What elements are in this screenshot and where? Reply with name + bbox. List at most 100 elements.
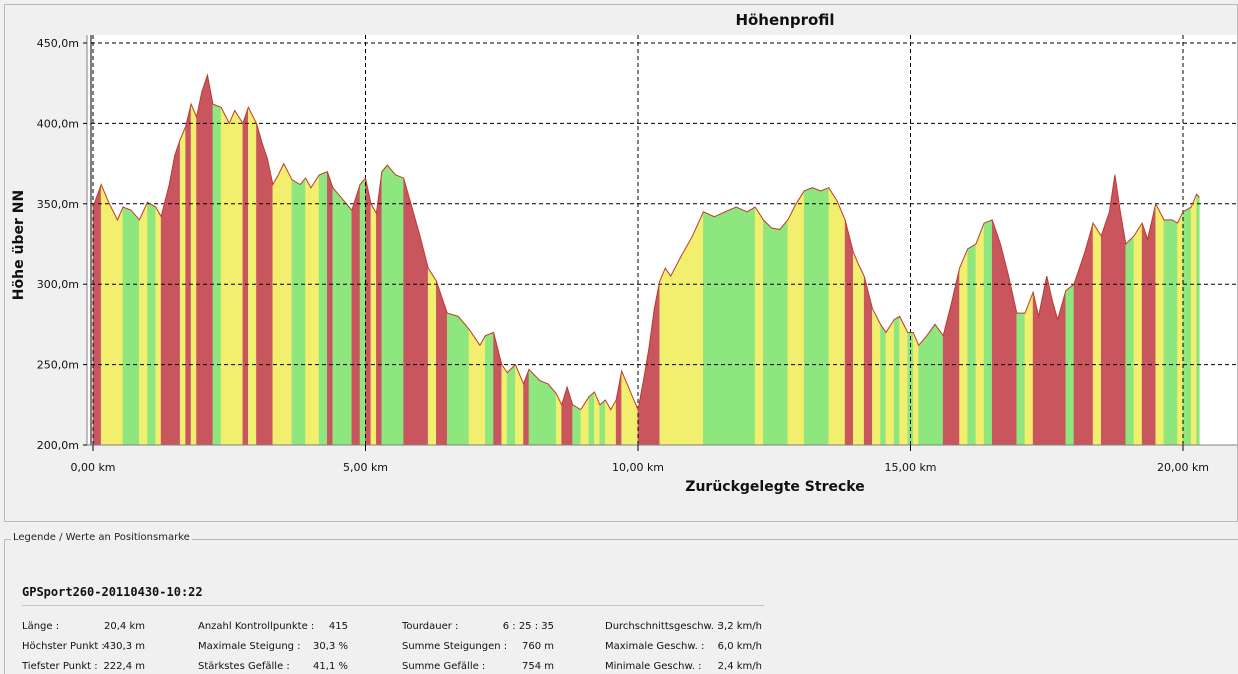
- elevation-segment: [754, 205, 764, 446]
- elevation-segment: [109, 203, 118, 446]
- elevation-segment: [1051, 300, 1058, 446]
- elevation-segment: [664, 267, 672, 446]
- elevation-segment: [174, 139, 181, 446]
- elevation-segment: [681, 234, 693, 446]
- elevation-segment: [1163, 219, 1173, 446]
- elevation-segment: [713, 211, 726, 446]
- elevation-segment: [419, 235, 429, 446]
- elevation-segment: [381, 164, 388, 446]
- stat-label-max-descent: Stärkstes Gefälle :: [198, 661, 290, 672]
- elevation-segment: [572, 404, 582, 446]
- y-tick-label: 350,0m: [37, 198, 79, 211]
- elevation-segment: [1182, 206, 1192, 446]
- stat-value-lowest: 222,4 m: [103, 661, 145, 672]
- elevation-segment: [332, 186, 345, 446]
- elevation-segment: [267, 158, 274, 446]
- elevation-segment: [1190, 194, 1197, 446]
- y-tick-label: 450,0m: [37, 37, 79, 50]
- elevation-segment: [1100, 211, 1110, 446]
- elevation-segment: [351, 184, 361, 446]
- elevation-segment: [746, 206, 756, 446]
- elevation-segment: [201, 75, 208, 446]
- elevation-segment: [1120, 211, 1127, 446]
- elevation-segment: [318, 171, 328, 446]
- elevation-segment: [370, 202, 377, 446]
- elevation-segment: [446, 312, 459, 446]
- elevation-segment: [893, 315, 900, 446]
- elevation-segment: [152, 204, 156, 446]
- elevation-segment: [703, 211, 715, 446]
- elevation-segment: [588, 391, 595, 446]
- elevation-segment: [1114, 174, 1121, 446]
- legend-groupbox: Legende / Werte an Positionsmarke GPSpor…: [4, 532, 1238, 674]
- elevation-segment: [1177, 211, 1184, 446]
- stat-label-total-ascent: Summe Steigungen :: [402, 641, 508, 652]
- elevation-segment: [858, 264, 865, 446]
- elevation-segment: [248, 107, 257, 446]
- elevation-segment: [305, 176, 312, 446]
- stat-label-duration: Tourdauer :: [402, 621, 459, 632]
- elevation-segment: [828, 186, 838, 446]
- elevation-segment: [130, 209, 140, 446]
- elevation-segment: [836, 200, 846, 446]
- elevation-segment: [820, 187, 830, 446]
- elevation-segment: [779, 219, 789, 446]
- elevation-segment: [1109, 174, 1116, 446]
- elevation-segment: [196, 91, 203, 446]
- elevation-segment: [1084, 223, 1094, 446]
- track-divider: [22, 605, 764, 606]
- elevation-segment: [457, 315, 470, 446]
- elevation-segment: [155, 205, 162, 446]
- stat-label-length: Länge :: [22, 621, 60, 632]
- elevation-segment: [735, 206, 748, 446]
- elevation-segment: [547, 383, 557, 446]
- elevation-segment: [1046, 276, 1053, 446]
- y-axis-title: Höhe über NN: [11, 190, 27, 300]
- elevation-segment: [291, 179, 301, 446]
- legend-content: GPSport260-20110430-10:22 Länge : 20,4 k…: [7, 548, 1238, 674]
- elevation-segment: [771, 227, 781, 446]
- x-tick-label: 10,00 km: [612, 461, 664, 474]
- stat-label-checkpoints: Anzahl Kontrollpunkte :: [198, 621, 315, 632]
- elevation-segment: [885, 318, 895, 446]
- stat-value-duration: 6 : 25 : 35: [502, 621, 554, 632]
- elevation-segment: [147, 201, 154, 446]
- elevation-segment: [1133, 222, 1143, 446]
- stat-label-total-descent: Summe Gefälle :: [402, 661, 486, 672]
- elevation-segment: [411, 206, 421, 446]
- elevation-segment: [659, 268, 666, 446]
- elevation-segment: [787, 203, 797, 446]
- elevation-segment: [967, 243, 977, 446]
- elevation-segment: [179, 126, 186, 446]
- chart-title: Höhenprofil: [735, 11, 834, 29]
- stat-value-max-descent: 41,1 %: [313, 661, 348, 672]
- elevation-segment: [190, 103, 197, 446]
- elevation-segment: [310, 173, 320, 446]
- track-name: GPSport260-20110430-10:22: [22, 585, 203, 599]
- elevation-segment: [692, 211, 704, 446]
- elevation-segment: [327, 171, 334, 446]
- elevation-segment: [228, 110, 235, 446]
- elevation-segment: [365, 178, 372, 446]
- elevation-segment: [272, 173, 279, 446]
- elevation-chart[interactable]: 200,0m 250,0m 300,0m 350,0m 400,0m 450,0m 0,0…: [5, 5, 1238, 523]
- elevation-segment: [1147, 203, 1157, 446]
- elevation-segment: [376, 171, 383, 446]
- elevation-segment: [539, 380, 549, 446]
- elevation-segment: [395, 174, 404, 446]
- stat-value-max-gradient: 30,3 %: [313, 641, 348, 652]
- stat-value-max-speed: 6,0 km/h: [717, 641, 762, 652]
- stat-label-min-speed: Minimale Geschw. :: [605, 661, 702, 672]
- stat-value-checkpoints: 415: [328, 621, 348, 632]
- legend-caption: Legende / Werte an Positionsmarke: [11, 532, 192, 543]
- elevation-segment: [100, 184, 110, 446]
- elevation-segment: [185, 104, 192, 446]
- elevation-segment: [1016, 312, 1026, 446]
- elevation-segment: [872, 308, 881, 446]
- elevation-segment: [1092, 222, 1102, 446]
- elevation-segment: [795, 189, 805, 446]
- stat-value-total-descent: 754 m: [521, 661, 554, 672]
- elevation-segment: [1024, 292, 1034, 446]
- stat-label-max-gradient: Maximale Steigung :: [198, 641, 301, 652]
- stat-value-highest: 430,3 m: [103, 641, 145, 652]
